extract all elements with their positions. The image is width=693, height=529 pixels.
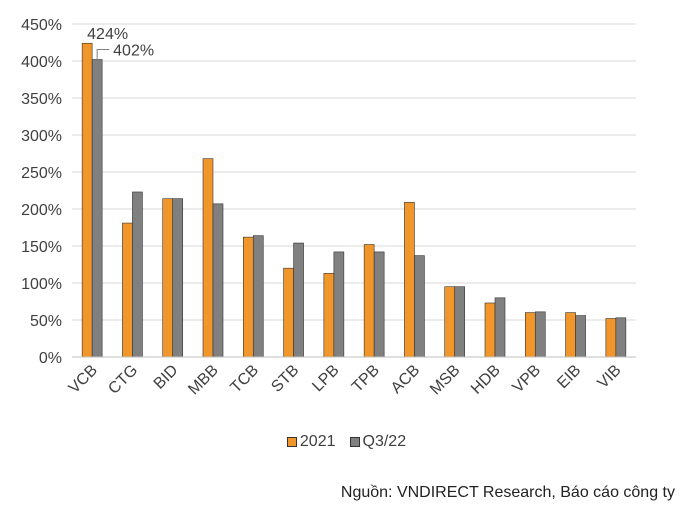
bar-q3-22-eib bbox=[575, 315, 586, 358]
bar-q3-22-bid bbox=[172, 198, 184, 358]
bar-chart: 0% 50% 100% 150% 200% 250% 300% 350% 400% 450% VC… bbox=[21, 17, 636, 399]
bar-2021-lpb bbox=[323, 273, 335, 358]
x-tick-label: HDB bbox=[468, 362, 504, 398]
x-tick-label: VPB bbox=[509, 362, 544, 397]
legend-swatch-2021 bbox=[286, 437, 297, 447]
y-axis: 0% 50% 100% 150% 200% 250% 300% 350% 400% 450% bbox=[21, 17, 62, 367]
bar-q3-22-lpb bbox=[333, 251, 345, 358]
annotations: 424%402% bbox=[87, 26, 154, 61]
bar-2021-tpb bbox=[363, 244, 375, 358]
bar-2021-ctg bbox=[122, 222, 133, 358]
bar-2021-acb bbox=[404, 202, 415, 358]
y-tick-label: 400% bbox=[21, 54, 62, 71]
y-tick-label: 0% bbox=[39, 350, 62, 367]
data-label-2021-vcb: 424% bbox=[87, 26, 128, 43]
y-tick-label: 300% bbox=[21, 128, 62, 145]
bar-q3-22-tpb bbox=[373, 251, 385, 358]
x-tick-label: ACB bbox=[388, 362, 423, 397]
bar-q3-22-mbb bbox=[212, 203, 224, 358]
y-tick-label: 250% bbox=[21, 165, 62, 182]
bar-q3-22-ctg bbox=[132, 191, 143, 358]
bar-2021-stb bbox=[283, 267, 294, 358]
source-note: Nguồn: VNDIRECT Research, Báo cáo công t… bbox=[340, 484, 675, 501]
x-tick-label: LPB bbox=[309, 362, 342, 395]
y-tick-label: 100% bbox=[21, 276, 62, 293]
bars bbox=[81, 42, 627, 358]
gridlines bbox=[72, 23, 636, 358]
bar-2021-msb bbox=[444, 286, 456, 358]
x-tick-label: MBB bbox=[185, 362, 222, 399]
bar-q3-22-hdb bbox=[494, 297, 506, 358]
bar-q3-22-tcb bbox=[252, 235, 264, 358]
x-axis: VCB CTG BID MBB TCB STB LPB TPB ACB MSB HDB VPB EIB V… bbox=[66, 356, 636, 399]
y-tick-label: 50% bbox=[30, 313, 62, 330]
legend-swatch-q3-22 bbox=[349, 437, 360, 447]
bar-q3-22-vcb bbox=[91, 59, 103, 358]
legend-item-2021: 2021 bbox=[286, 433, 336, 451]
leader-line bbox=[96, 49, 110, 61]
bar-2021-mbb bbox=[202, 158, 214, 358]
bar-q3-22-stb bbox=[293, 242, 304, 358]
y-tick-label: 350% bbox=[21, 91, 62, 108]
x-tick-label: CTG bbox=[105, 362, 141, 398]
bar-2021-eib bbox=[565, 312, 576, 358]
bar-2021-vcb bbox=[81, 42, 93, 358]
y-tick-label: 450% bbox=[21, 17, 62, 34]
legend-label-2021: 2021 bbox=[299, 433, 336, 450]
legend-item-q3-22: Q3/22 bbox=[349, 433, 407, 451]
bar-2021-bid bbox=[162, 198, 174, 358]
bar-q3-22-vib bbox=[615, 317, 627, 358]
x-tick-label: VIB bbox=[594, 362, 624, 392]
y-tick-label: 200% bbox=[21, 202, 62, 219]
x-tick-label: STB bbox=[268, 362, 302, 396]
bar-q3-22-msb bbox=[454, 286, 466, 358]
x-tick-label: EIB bbox=[554, 362, 584, 392]
bar-2021-tcb bbox=[242, 236, 254, 358]
bar-2021-hdb bbox=[484, 302, 496, 358]
y-tick-label: 150% bbox=[21, 239, 62, 256]
bar-2021-vib bbox=[605, 318, 617, 358]
data-label-q3-22-vcb: 402% bbox=[113, 43, 154, 60]
x-tick-label: BID bbox=[151, 362, 182, 393]
bar-q3-22-vpb bbox=[534, 311, 546, 358]
bar-2021-vpb bbox=[524, 312, 536, 358]
legend: 2021 Q3/22 bbox=[0, 433, 693, 451]
bar-q3-22-acb bbox=[414, 255, 425, 358]
x-tick-label: TPB bbox=[349, 362, 383, 396]
x-tick-label: VCB bbox=[66, 362, 101, 397]
x-tick-label: TCB bbox=[227, 362, 262, 397]
legend-label-q3-22: Q3/22 bbox=[362, 433, 407, 450]
x-tick-label: MSB bbox=[427, 362, 464, 399]
